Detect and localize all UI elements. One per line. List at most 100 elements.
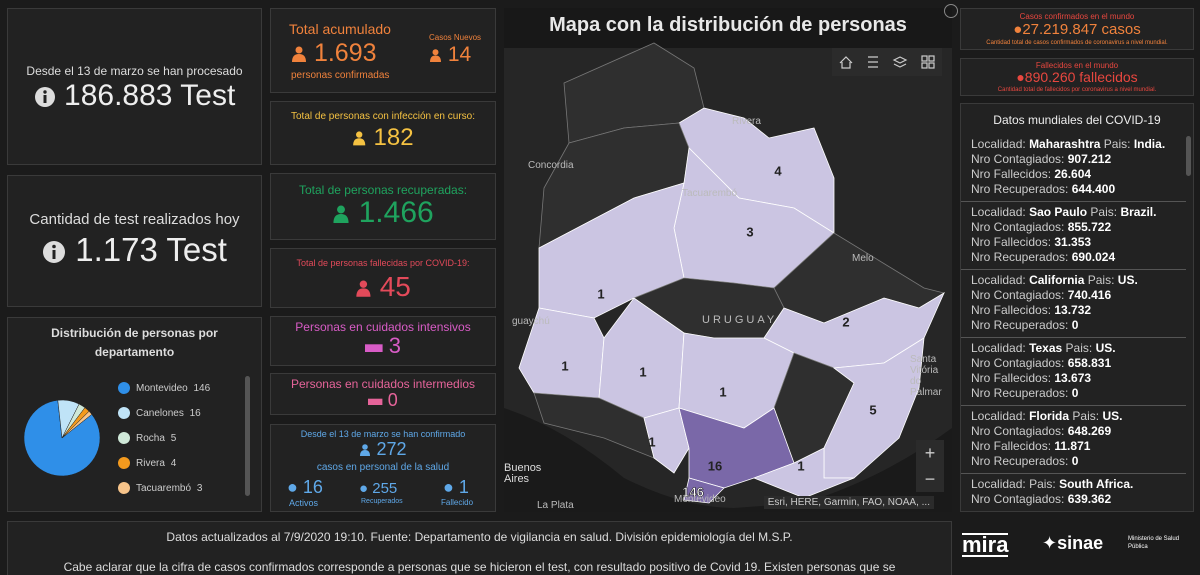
person-icon — [292, 46, 306, 63]
icon-head — [359, 280, 368, 289]
world-cases: 27.219.847 casos — [1022, 21, 1141, 38]
place-label: Concordia — [528, 160, 574, 171]
info-icon — [43, 241, 66, 264]
active-label: Activos — [289, 498, 319, 508]
value: 3 — [271, 333, 495, 359]
entry-cases: Nro Contagiados: 740.416 — [971, 288, 1176, 303]
cases: 639.362 — [1067, 492, 1112, 506]
deaths: 31.353 — [1054, 235, 1092, 249]
place-label: Melo — [852, 253, 874, 264]
label: Localidad: — [971, 341, 1026, 355]
label: Nro Recuperados: — [971, 318, 1069, 332]
entry-location: Localidad: Texas Pais: US. — [971, 341, 1176, 356]
country: US. — [1102, 409, 1123, 423]
deaths: 13.732 — [1054, 303, 1092, 317]
deceased-value: 45 — [379, 271, 411, 302]
new-cases: 14 — [447, 43, 472, 66]
recovered: 0 — [1071, 386, 1079, 400]
info-icon — [34, 87, 55, 108]
tests-today: Cantidad de test realizados hoy 1.173 Te… — [7, 175, 262, 307]
icon-body — [356, 288, 371, 297]
department-count: 1 — [719, 384, 726, 399]
title: Fallecidos en el mundo — [1035, 61, 1119, 70]
entry-location: Localidad: Pais: South Africa. — [971, 477, 1176, 492]
title: Total de personas fallecidas por COVID-1… — [296, 258, 470, 268]
entries: Localidad: Maharashtra Pais: India. Nro C… — [961, 134, 1186, 511]
title: Desde el 13 de marzo se han confirmado — [300, 429, 466, 439]
label: Pais: — [1072, 409, 1100, 423]
label: Nro Contagiados: — [971, 288, 1065, 302]
footer: Datos actualizados al 7/9/2020 19:10. Fu… — [7, 521, 952, 575]
zoom-controls[interactable]: + − — [916, 440, 944, 492]
recovered-label: Recuperados — [361, 498, 403, 505]
world-list-title: Datos mundiales del COVID-19 — [993, 113, 1161, 127]
recovered-card: Total de personas recuperadas: 1.466 — [270, 173, 496, 240]
scrollbar[interactable] — [1186, 136, 1191, 176]
value: 0 — [271, 390, 495, 411]
expand-button[interactable] — [944, 4, 958, 18]
note: Cabe aclarar que la cifra de casos confi… — [63, 560, 896, 574]
value: 45 — [271, 271, 495, 303]
label: Nro Fallecidos: — [971, 235, 1052, 249]
cases: 740.416 — [1067, 288, 1112, 302]
icu-value: 3 — [388, 333, 401, 358]
locality: Sao Paulo — [1029, 205, 1088, 219]
value: ●27.219.847 casos — [1013, 21, 1141, 38]
deaths: 11.871 — [1054, 439, 1091, 453]
value: 182 — [271, 124, 495, 152]
department-count: 1 — [639, 364, 646, 379]
department-count: 146 — [682, 484, 704, 499]
label: Localidad: — [971, 205, 1026, 219]
legend-name: Rivera — [136, 458, 165, 469]
cases: 907.212 — [1067, 152, 1112, 166]
title: Total de personas recuperadas: — [298, 183, 468, 197]
department-count: 16 — [708, 458, 722, 473]
caption: personas confirmadas — [291, 70, 390, 81]
label: Nro Recuperados: — [971, 182, 1069, 196]
map-canvas[interactable]: 4 3 1 2 1 1 1 1 5 16 1 146 — [504, 8, 952, 512]
legend-item: Montevideo 146 — [118, 382, 210, 407]
legend-name: Montevideo — [136, 383, 188, 394]
place-label: guaychú — [512, 316, 550, 327]
deceased-label: Fallecido — [441, 498, 474, 507]
label: Nro Fallecidos: — [971, 371, 1052, 385]
total-card: Total acumulado 1.693 personas confirmad… — [270, 8, 496, 93]
person-icon — [360, 444, 371, 457]
legend-name: Canelones — [136, 408, 184, 419]
value: 186.883 Test — [8, 79, 261, 113]
entry-cases: Nro Contagiados: 907.212 — [971, 152, 1176, 167]
entry-location: Localidad: Sao Paulo Pais: Brazil. — [971, 205, 1176, 220]
entry-deaths: Nro Fallecidos: 26.604 — [971, 167, 1176, 182]
place-label: Tacuarembó — [682, 188, 738, 199]
place-label: Buenos Aires — [504, 462, 542, 485]
label: Nro Fallecidos: — [971, 439, 1052, 453]
entry-deaths: Nro Fallecidos: 13.732 — [971, 303, 1176, 318]
title: Total acumulado — [289, 21, 391, 37]
icon-body — [353, 138, 366, 146]
health-total: 272 — [376, 439, 407, 459]
label: Nro Fallecidos: — [971, 167, 1052, 181]
department-count: 5 — [869, 402, 876, 417]
map-tools[interactable] — [832, 48, 942, 76]
active-value: 182 — [373, 124, 414, 151]
entry-cases: Nro Contagiados: 639.362 — [971, 492, 1176, 507]
label: Localidad: — [971, 477, 1026, 491]
person-icon — [353, 131, 366, 146]
icon — [365, 343, 383, 352]
label: Nro Recuperados: — [971, 454, 1069, 468]
updated: Datos actualizados al 7/9/2020 19:10. Fu… — [166, 530, 793, 544]
map[interactable]: 4 3 1 2 1 1 1 1 5 16 1 146 Rivera Tacuarembó Concordi… — [504, 8, 952, 512]
label: Localidad: — [971, 137, 1026, 151]
country: US. — [1117, 273, 1138, 287]
scrollbar[interactable] — [245, 376, 250, 496]
map-title: Mapa con la distribución de personas — [549, 14, 907, 36]
entry-location: Localidad: Florida Pais: US. — [971, 409, 1176, 424]
distribution-panel: Distribución de personas por departament… — [7, 317, 262, 512]
world-list: Datos mundiales del COVID-19 Localidad: … — [960, 103, 1194, 512]
bed-icon — [368, 398, 383, 405]
legend-name: Tacuarembó — [136, 483, 192, 494]
label: Pais: — [1029, 477, 1056, 491]
recovered-value: 1.466 — [358, 196, 434, 229]
entry-location: Localidad: Maharashtra Pais: India. — [971, 137, 1176, 152]
label: Nro Contagiados: — [971, 152, 1065, 166]
